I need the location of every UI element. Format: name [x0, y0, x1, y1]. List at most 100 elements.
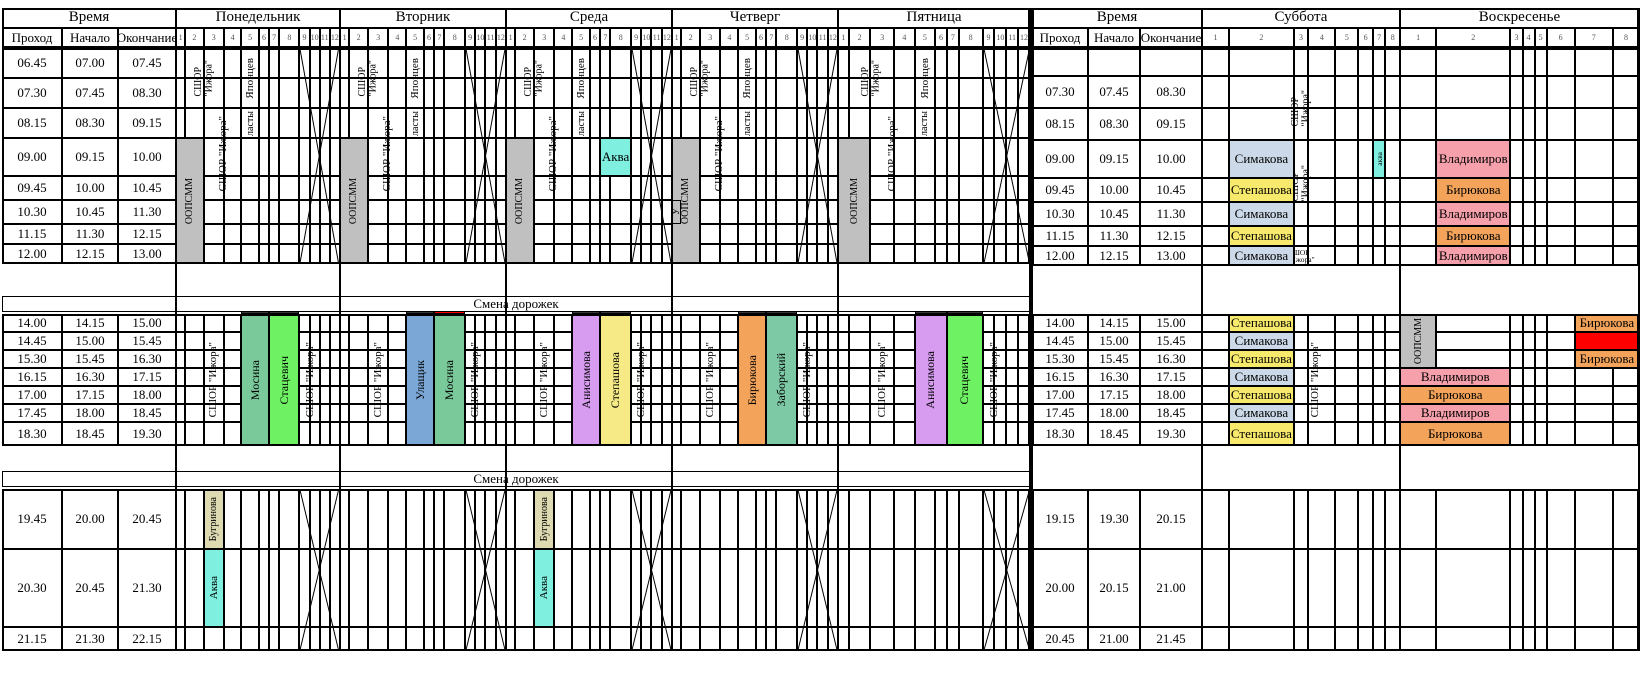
m-day-r0-l1: [672, 48, 682, 78]
a-sun-r6-l3: [1510, 422, 1523, 446]
lane-change-label: Смена дорожек: [473, 296, 559, 311]
m-day-r2-l7: [600, 108, 611, 138]
m-day-r7-l4: [388, 244, 407, 264]
a-sat-r1-l8: [1385, 332, 1400, 350]
m-sun-r7-l4: [1522, 246, 1535, 266]
m-sun-r7-l6: [1546, 246, 1575, 266]
right-afternoon-nachalo-0-label: 14.15: [1099, 315, 1129, 331]
m-day-r4-l9: [630, 176, 642, 200]
a-day-r3-l1: [672, 368, 682, 386]
m-day-r3-l9: [464, 138, 476, 176]
sat-lane-8-label: 8: [1390, 32, 1395, 42]
a-sun-r1-l5: [1534, 332, 1547, 350]
e-day-r0-l5: [241, 489, 259, 549]
m-day-r6-l10: [309, 224, 320, 244]
e-day-r0-l7: [766, 489, 777, 549]
m-sun-r6-l3: [1510, 226, 1523, 246]
m-day-r7-l3: [870, 244, 895, 264]
e-sat-r0-l2: [1229, 489, 1294, 549]
m-sat-r5-l1: [1202, 202, 1230, 226]
day4-lane-6: 6: [755, 28, 767, 48]
a-d4-group-1: Бирюкова: [738, 314, 767, 446]
sat-afternoon-name-2-label: Степашова: [1230, 351, 1292, 366]
m-sat-r5-l8: [1385, 202, 1400, 226]
m-sat-r3-l8: [1385, 140, 1400, 178]
right-afternoon-prohod-1: 14.45: [1032, 332, 1088, 350]
m-sat-r6-l5: [1335, 226, 1359, 246]
a-day-r2-l1: [340, 350, 350, 368]
e-day-r0-l6: [935, 489, 947, 549]
header-day-3-label: Среда: [569, 9, 609, 26]
left-afternoon-nachalo-5-label: 18.00: [75, 405, 105, 421]
a-sat-r3-l1: [1202, 368, 1230, 386]
a-d4-group-1-label: Бирюкова: [744, 354, 759, 406]
m-day-r4-l10: [994, 176, 1007, 200]
m-day-r3-l5: [572, 138, 590, 176]
right-evening-prohod-0: 19.15: [1032, 489, 1088, 549]
day3-lane-2-label: 2: [522, 32, 527, 42]
m-day-r1-l8: [958, 78, 983, 108]
a-day-r2-l1: [838, 350, 849, 368]
m-sun-r0-l5: [1534, 48, 1547, 76]
m-sun-r1-l5: [1534, 76, 1547, 108]
a-day-r4-l3: [533, 386, 555, 404]
a-day-r4-l3: [870, 386, 895, 404]
sat-lane-8: 8: [1385, 28, 1400, 48]
a-d5-sshor-right: СШОР "Ижора": [982, 314, 1007, 446]
e-day-r0-l3: [870, 489, 895, 549]
m-day-r7-l8: [444, 244, 465, 264]
m-day-r6-l6: [589, 224, 601, 244]
m-day-r4-l11: [817, 176, 828, 200]
sat-lane-3: 3: [1293, 28, 1309, 48]
m-day-r6-l6: [755, 224, 767, 244]
m-day-r5-l3: [870, 200, 895, 224]
e-sat-r0-l1: [1202, 489, 1230, 549]
m-sat-r6-l7: [1372, 226, 1386, 246]
a-day-r3-l3: [699, 368, 721, 386]
right-evening-prohod-2: 20.45: [1032, 627, 1088, 651]
m-day-r4-l9: [464, 176, 476, 200]
left-morning-nachalo-4-label: 10.00: [75, 180, 105, 196]
sat-morning-name-0-label: Симакова: [1234, 151, 1289, 166]
m-day-r3-l9: [796, 138, 808, 176]
m-day-r6-l5: [914, 224, 936, 244]
m-day-r3-l8: [444, 138, 465, 176]
m-sun-r1-l4: [1522, 76, 1535, 108]
day1-lane-4-label: 4: [230, 32, 235, 42]
day4-lane-4-label: 4: [727, 32, 732, 42]
a-sun-r1-l4: [1522, 332, 1535, 350]
e-day-r2-l7: [946, 627, 959, 651]
m-day-r1-l6: [755, 78, 767, 108]
sun-morning-name-2-label: Владимиров: [1438, 206, 1508, 221]
m-day-r7-l5: [406, 244, 424, 264]
day2-lane-10-label: 10: [476, 32, 485, 42]
d3-lasty-label: ласты: [575, 110, 587, 136]
day1-lane-1-label: 1: [178, 32, 183, 42]
a-day-r5-l3: [533, 404, 555, 422]
day1-lane-9-label: 9: [302, 32, 307, 42]
a-d3-group-2-label: Степашова: [608, 351, 623, 409]
left-evening-nachalo-2-label: 21.30: [75, 631, 105, 647]
e-day-r1-l9: [464, 549, 476, 627]
a-d1-sshor-left-label: СШОР "Ижора": [207, 342, 220, 418]
e-day-r1-l6: [423, 549, 435, 627]
m-day-r5-l8: [279, 200, 300, 224]
left-morning-prohod-4-label: 09.45: [17, 180, 47, 196]
d3-ooplsmm-label: ООПСММ: [514, 177, 526, 225]
m-day-r4-l8: [444, 176, 465, 200]
right-evening-nachalo-2: 21.00: [1088, 627, 1140, 651]
a-day-r6-l11: [651, 422, 662, 446]
left-morning-okonchanie-0: 07.45: [118, 48, 176, 78]
e-day-r1-l9: [299, 549, 310, 627]
day5-lane-9: 9: [982, 28, 995, 48]
m-day-r6-l4: [554, 224, 573, 244]
e-d1-bugrinova: Бугринова: [203, 489, 224, 549]
e-day-r1-l4: [720, 549, 739, 627]
a-d1-group-2-label: Стацевич: [276, 355, 291, 405]
day3-lane-8: 8: [610, 28, 631, 48]
right-afternoon-prohod-0: 14.00: [1032, 314, 1088, 332]
a-sun-r3-l8: [1612, 368, 1639, 386]
left-afternoon-nachalo-6-label: 18.45: [75, 426, 105, 442]
a-sun-r4-l5: [1534, 386, 1547, 404]
m-day-r3-l8: [279, 138, 300, 176]
